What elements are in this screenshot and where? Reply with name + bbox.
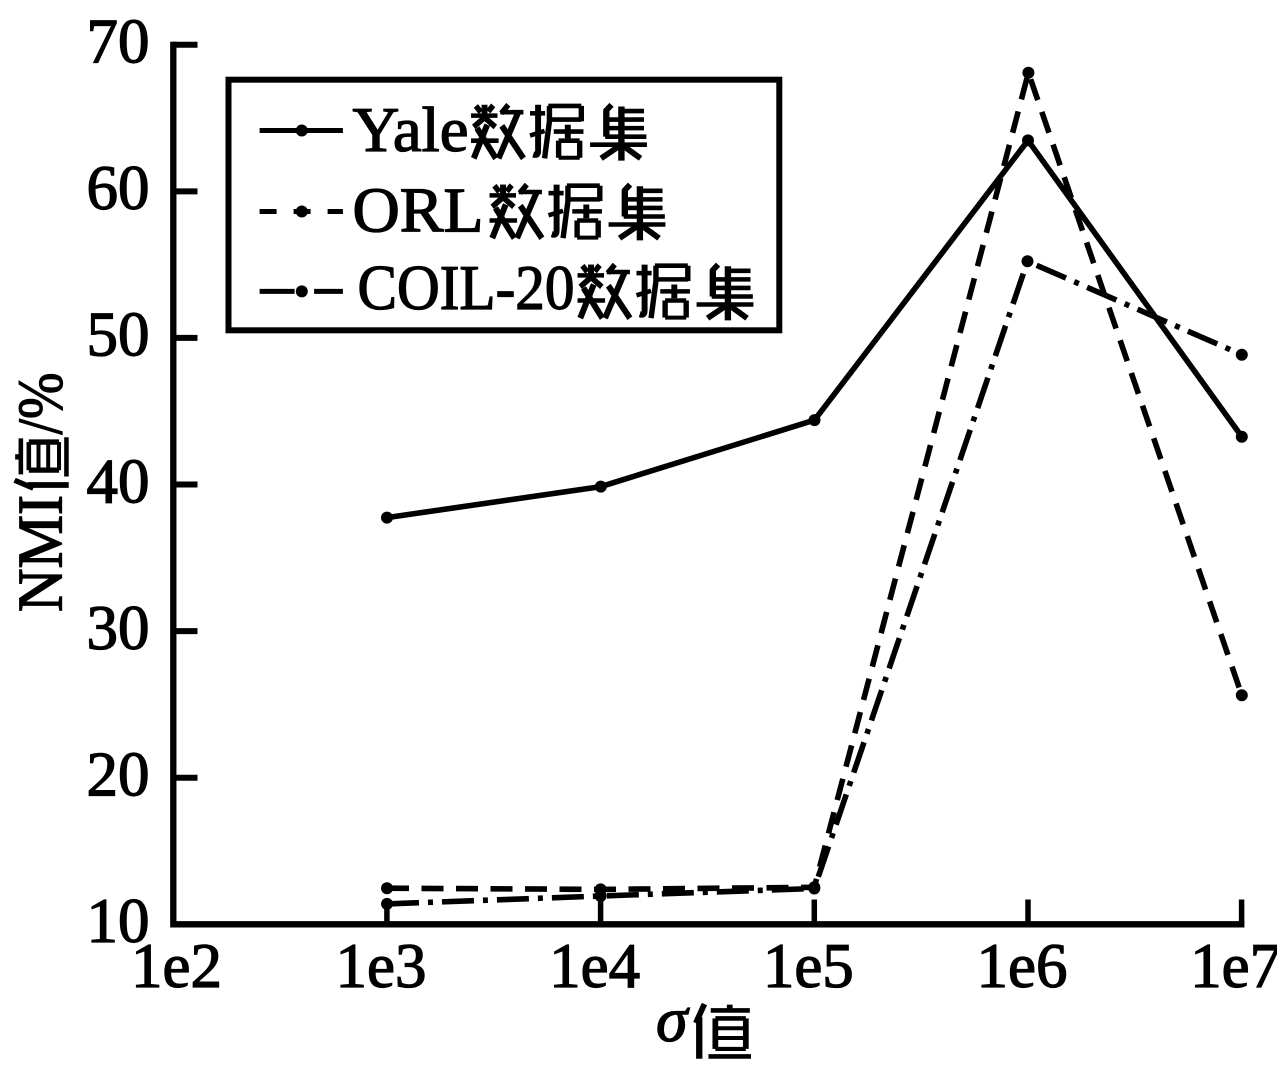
svg-text:1e5: 1e5 (763, 931, 854, 1001)
svg-text:/%: /% (6, 373, 76, 435)
svg-text:1e7: 1e7 (1190, 931, 1277, 1001)
svg-text:1e3: 1e3 (336, 931, 427, 1001)
svg-text:ORL: ORL (353, 176, 484, 246)
svg-text:σ: σ (656, 984, 690, 1055)
svg-text:50: 50 (87, 300, 150, 370)
svg-text:20: 20 (87, 740, 150, 810)
svg-text:1e2: 1e2 (131, 931, 222, 1001)
svg-text:30: 30 (87, 593, 150, 663)
svg-text:COIL-20: COIL-20 (358, 253, 575, 323)
svg-text:1e4: 1e4 (549, 931, 640, 1001)
svg-text:10: 10 (87, 886, 150, 956)
svg-text:NMI: NMI (6, 495, 76, 612)
svg-text:40: 40 (87, 446, 150, 516)
svg-text:70: 70 (87, 7, 150, 77)
svg-text:60: 60 (87, 153, 150, 223)
svg-text:1e6: 1e6 (977, 931, 1068, 1001)
svg-text:Yale: Yale (353, 95, 469, 165)
